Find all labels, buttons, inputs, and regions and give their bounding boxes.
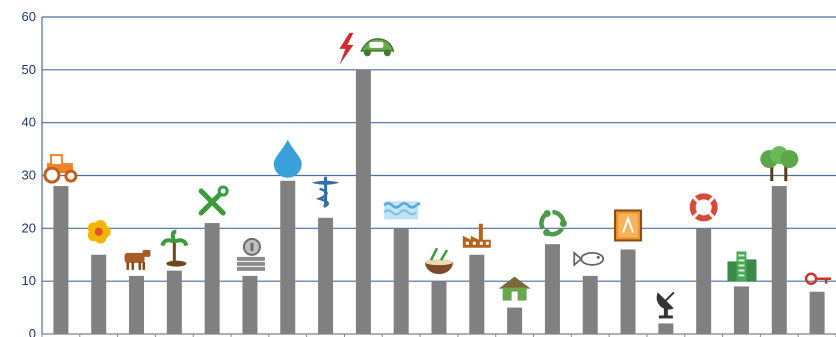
y-tick-label: 20 (22, 220, 36, 235)
water-drop-icon (273, 139, 302, 178)
y-tick-label: 10 (22, 273, 36, 288)
water-waves-icon (383, 201, 421, 220)
palm-tree-icon (160, 229, 189, 267)
bar (507, 307, 523, 334)
bar (544, 244, 560, 334)
caduceus-icon (311, 176, 340, 208)
trees-icon (760, 146, 799, 182)
buildings-icon (727, 251, 757, 282)
y-tick-label: 30 (22, 168, 36, 183)
y-tick-label: 50 (22, 62, 36, 77)
y-tick-label: 0 (29, 326, 36, 337)
bar (696, 228, 712, 334)
bar (204, 223, 220, 334)
bar (658, 323, 674, 334)
food-bowl-icon (425, 247, 453, 275)
bar (620, 249, 636, 334)
bar (129, 275, 145, 334)
bar (166, 270, 182, 334)
y-tick-label: 60 (22, 9, 36, 24)
bar (53, 186, 69, 334)
y-axis-ticks: 0 10 20 30 40 50 60 (22, 9, 36, 337)
bar (733, 286, 749, 334)
bar (582, 275, 598, 334)
bar (809, 291, 825, 334)
house-icon (498, 276, 531, 301)
bar (469, 254, 485, 334)
flower-icon (87, 220, 111, 244)
bar (242, 275, 258, 334)
key-icon (804, 272, 832, 285)
coins-icon (236, 237, 265, 271)
cow-icon (124, 249, 151, 270)
bar (393, 228, 409, 334)
bar (355, 69, 371, 334)
satellite-dish-icon (656, 291, 675, 319)
tractor-icon (43, 154, 78, 184)
fish-icon (573, 250, 605, 267)
book-icon (614, 209, 643, 242)
x-axis (41, 17, 836, 337)
bars (53, 69, 825, 334)
bar (431, 281, 447, 334)
bar (91, 254, 107, 334)
y-tick-label: 40 (22, 115, 36, 130)
factory-icon (462, 223, 491, 248)
life-ring-icon (689, 193, 718, 222)
bar (771, 186, 787, 334)
bar-icons (43, 32, 832, 319)
energy-car-icon (339, 32, 395, 65)
bar (318, 217, 334, 334)
bar (280, 180, 296, 334)
tools-icon (198, 185, 229, 216)
recycle-icon (539, 209, 567, 237)
